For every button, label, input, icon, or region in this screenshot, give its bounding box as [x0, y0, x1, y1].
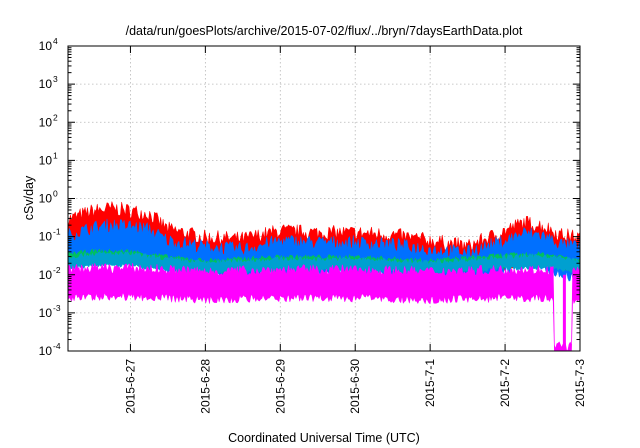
y-tick-exponent: 4: [53, 36, 58, 46]
x-tick-label: 2015-7-1: [423, 359, 437, 407]
grid: [68, 46, 580, 351]
x-tick-labels: 2015-6-27 2015-6-28 2015-6-29 2015-6-30 2015…: [123, 359, 587, 414]
chart-title: /data/run/goesPlots/archive/2015-07-02/f…: [126, 24, 523, 38]
x-tick-label: 2015-6-30: [348, 359, 362, 414]
y-tick-label: 10: [39, 39, 53, 53]
y-tick-exponent: 1: [53, 150, 58, 160]
y-tick-label: 10: [39, 306, 53, 320]
y-tick-label: 10: [39, 268, 53, 282]
x-tick-label: 2015-6-27: [123, 359, 137, 414]
x-axis-label: Coordinated Universal Time (UTC): [228, 431, 420, 445]
y-tick-exponent: 0: [53, 189, 58, 199]
series-group: [67, 201, 581, 352]
axis-ticks: [68, 45, 581, 352]
series-5-band: [67, 262, 581, 352]
y-tick-label: 10: [39, 115, 53, 129]
y-axis-label: cSv/day: [22, 175, 36, 220]
y-tick-label: 10: [39, 230, 53, 244]
x-tick-label: 2015-6-28: [198, 359, 212, 414]
y-tick-label: 10: [39, 192, 53, 206]
y-tick-exponent: 3: [53, 74, 58, 84]
y-tick-exponent: -2: [53, 265, 61, 275]
y-tick-exponent: -3: [53, 303, 61, 313]
y-tick-exponent: -4: [53, 341, 61, 351]
x-tick-label: 2015-6-29: [273, 359, 287, 414]
y-tick-label: 10: [39, 153, 53, 167]
y-tick-label: 10: [39, 344, 53, 358]
y-tick-exponent: 2: [53, 112, 58, 122]
y-tick-exponent: -1: [53, 227, 61, 237]
y-tick-label: 10: [39, 77, 53, 91]
x-tick-label: 2015-7-2: [498, 359, 512, 407]
x-tick-label: 2015-7-3: [573, 359, 587, 407]
